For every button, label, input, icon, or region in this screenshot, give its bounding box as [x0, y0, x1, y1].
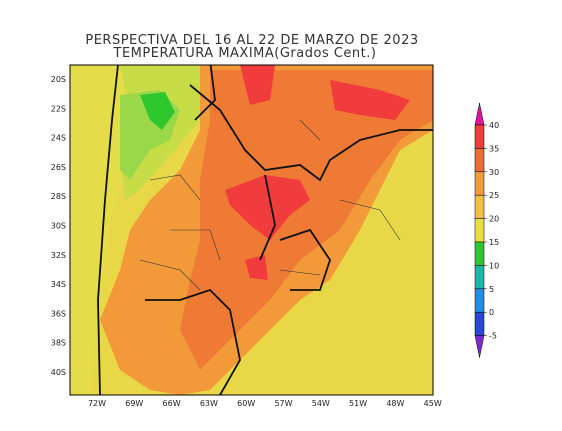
colorbar-segment	[474, 311, 485, 336]
lat-label: 26S	[51, 163, 66, 172]
colorbar-segment	[474, 218, 485, 243]
lat-label: 36S	[51, 309, 66, 318]
zone	[240, 65, 275, 105]
zone	[250, 290, 433, 395]
lon-label: 57W	[274, 399, 292, 408]
colorbar-segment	[474, 288, 485, 313]
zone	[225, 175, 310, 240]
lon-label: 72W	[88, 399, 106, 408]
colorbar-label: 15	[489, 238, 499, 247]
lat-label: 40S	[51, 368, 66, 377]
lat-label: 22S	[51, 104, 66, 113]
lon-label: 63W	[200, 399, 218, 408]
colorbar-segment	[474, 148, 485, 173]
colorbar-cap	[474, 335, 485, 358]
colorbar-label: -5	[489, 332, 497, 341]
colorbar-label: 30	[489, 168, 499, 177]
zone	[245, 255, 268, 280]
title-line: PERSPECTIVA DEL 16 AL 22 DE MARZO DE 202…	[85, 33, 418, 48]
colorbar-segment	[474, 124, 485, 149]
map-frame	[69, 64, 434, 396]
lat-label: 32S	[51, 251, 66, 260]
lon-label: 45W	[424, 399, 442, 408]
province-line	[139, 119, 401, 291]
lat-label: 24S	[51, 134, 66, 143]
colorbar-segment	[474, 194, 485, 219]
colorbar-label: 40	[489, 121, 499, 130]
zone	[330, 80, 410, 120]
colorbar-label: 25	[489, 191, 499, 200]
colorbar-label: 35	[489, 144, 499, 153]
lon-label: 54W	[312, 399, 330, 408]
lat-label: 30S	[51, 222, 66, 231]
colorbar-segment	[474, 171, 485, 196]
lon-label: 66W	[163, 399, 181, 408]
lat-label: 28S	[51, 192, 66, 201]
lat-label: 34S	[51, 280, 66, 289]
lon-label: 51W	[349, 399, 367, 408]
lat-label: 38S	[51, 339, 66, 348]
lon-label: 69W	[125, 399, 143, 408]
colorbar-segment	[474, 265, 485, 290]
colorbar-label: 5	[489, 285, 494, 294]
colorbar-label: 0	[489, 308, 494, 317]
zone	[140, 92, 175, 130]
colorbar-label: 10	[489, 261, 499, 270]
colorbar-segment	[474, 241, 485, 266]
colorbar-label: 20	[489, 215, 499, 224]
border	[97, 65, 433, 395]
colorbar-cap	[474, 102, 485, 126]
title-line: TEMPERATURA MAXIMA(Grados Cent.)	[113, 46, 377, 61]
lon-label: 48W	[386, 399, 404, 408]
map	[69, 64, 434, 396]
zone	[180, 70, 433, 370]
lat-label: 20S	[51, 75, 66, 84]
lon-label: 60W	[237, 399, 255, 408]
